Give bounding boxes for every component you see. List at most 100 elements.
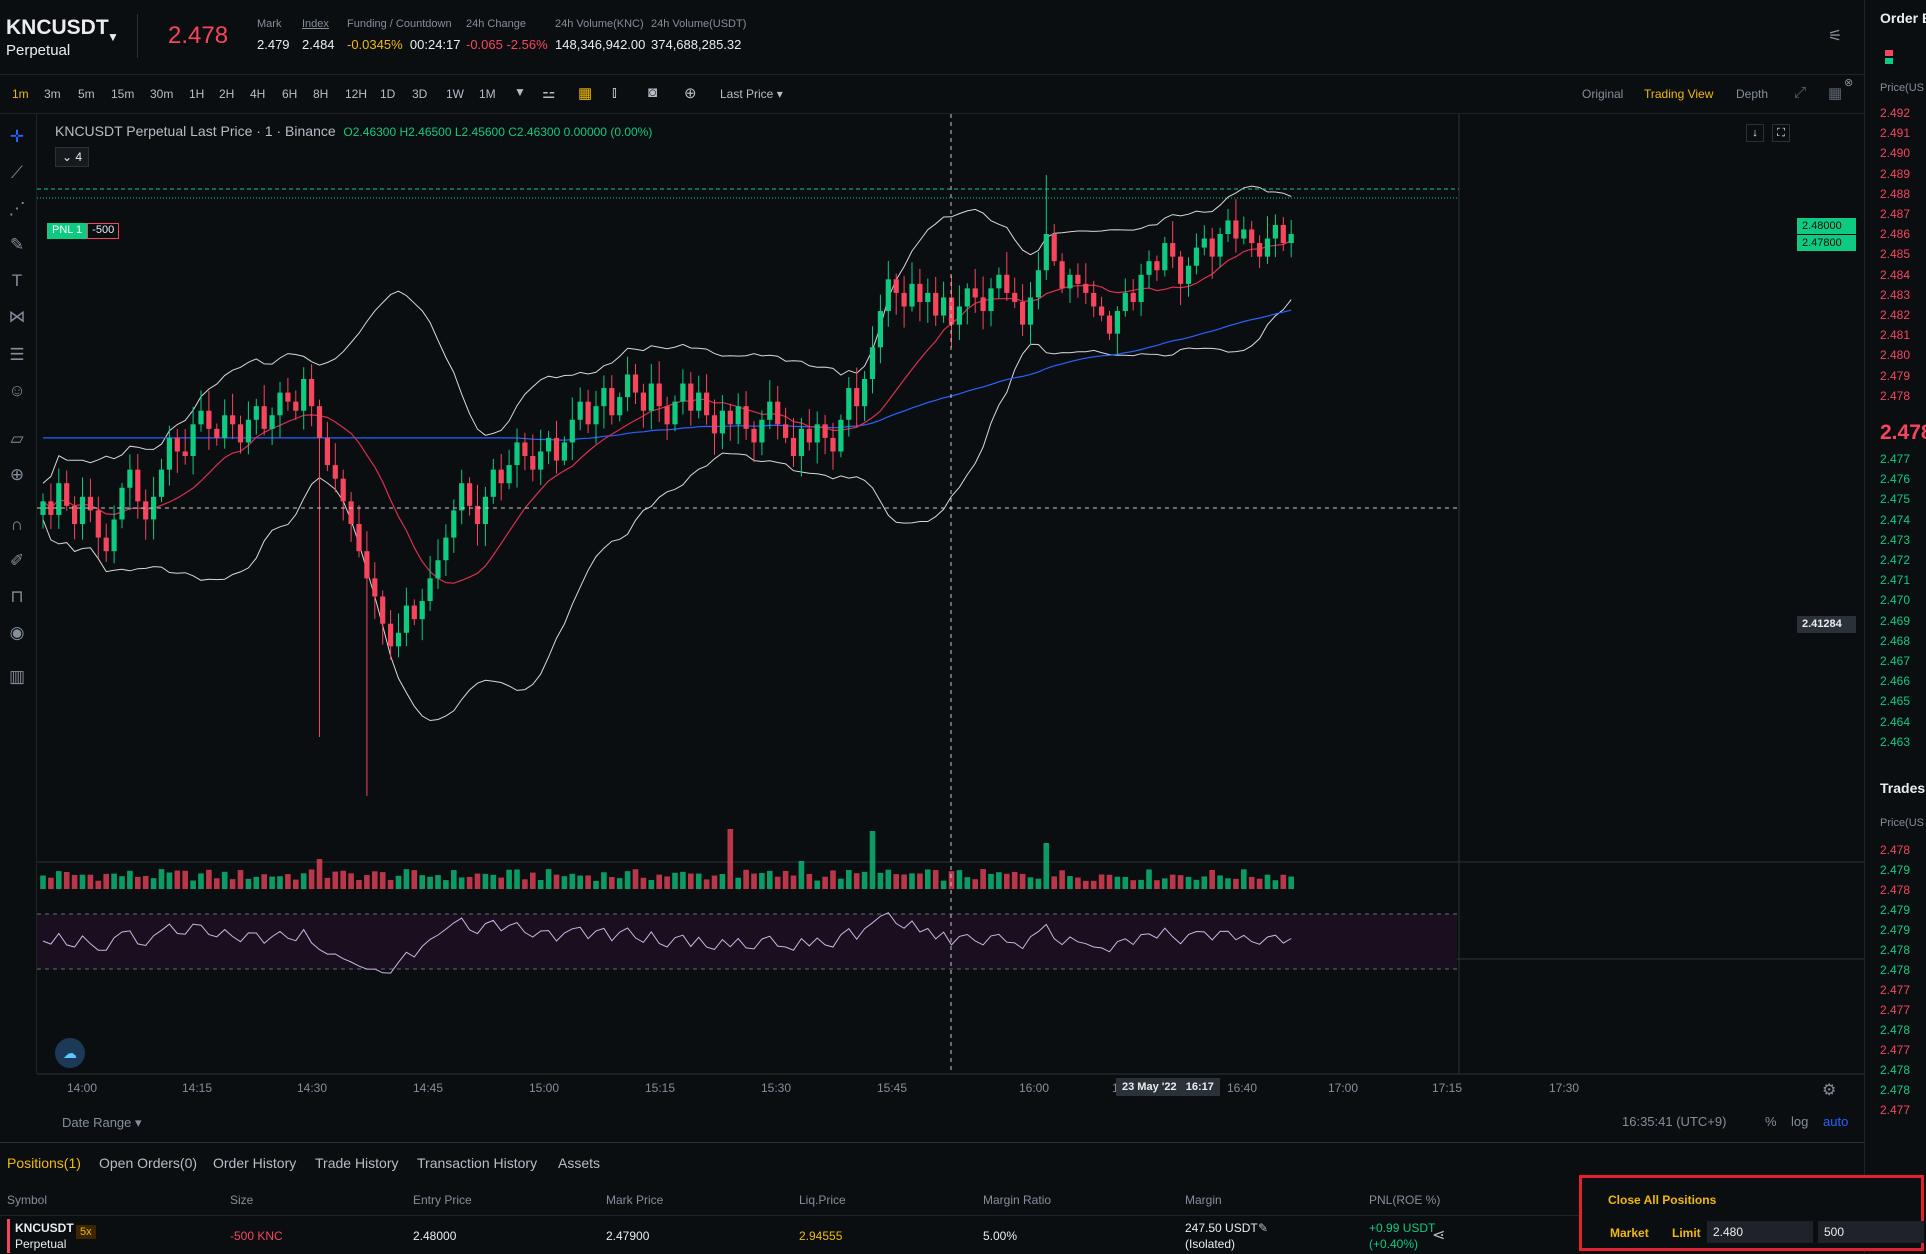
- book-view-icon[interactable]: [1885, 50, 1893, 56]
- crosshair-icon[interactable]: ✛: [9, 127, 25, 146]
- ask-price[interactable]: 2.488: [1880, 186, 1911, 201]
- zoom-in-icon[interactable]: ⊕: [9, 465, 25, 484]
- ask-price[interactable]: 2.485: [1880, 247, 1911, 262]
- chevron-down-icon[interactable]: ▼: [107, 30, 119, 44]
- tab-assets[interactable]: Assets: [558, 1155, 601, 1171]
- ask-price[interactable]: 2.483: [1880, 287, 1911, 302]
- bid-price[interactable]: 2.464: [1880, 714, 1911, 729]
- tab-order-history[interactable]: Order History: [213, 1155, 297, 1171]
- bid-price[interactable]: 2.468: [1880, 633, 1911, 648]
- prediction-icon[interactable]: ☰: [9, 345, 25, 364]
- date-range-button[interactable]: Date Range ▾: [62, 1115, 142, 1130]
- ruler-icon[interactable]: ▱: [10, 429, 24, 448]
- interval-3m[interactable]: 3m: [44, 87, 61, 101]
- share-icon[interactable]: ⋖: [1432, 1227, 1446, 1244]
- bid-price[interactable]: 2.473: [1880, 532, 1911, 547]
- bid-price[interactable]: 2.475: [1880, 492, 1911, 507]
- bid-price[interactable]: 2.470: [1880, 593, 1911, 608]
- interval-1m[interactable]: 1M: [479, 87, 496, 101]
- bid-price[interactable]: 2.463: [1880, 734, 1911, 749]
- bid-price[interactable]: 2.476: [1880, 472, 1911, 487]
- tab-open-orders[interactable]: Open Orders(0): [99, 1155, 198, 1171]
- ask-price[interactable]: 2.490: [1880, 146, 1911, 161]
- lock-icon[interactable]: ⊓: [10, 587, 24, 606]
- bid-price[interactable]: 2.472: [1880, 553, 1911, 567]
- gear-icon[interactable]: ⚙: [1822, 1082, 1837, 1099]
- close-all-positions-button[interactable]: Close All Positions: [1608, 1193, 1717, 1207]
- market-close-button[interactable]: Market: [1610, 1226, 1649, 1240]
- calculator-icon[interactable]: ▦: [578, 85, 593, 102]
- lock-drawing-icon[interactable]: ✐: [9, 551, 25, 570]
- limit-qty-input[interactable]: [1818, 1221, 1924, 1243]
- bid-price[interactable]: 2.477: [1880, 452, 1911, 466]
- bid-price[interactable]: 2.465: [1880, 694, 1911, 709]
- ask-price[interactable]: 2.491: [1880, 126, 1911, 141]
- tab-positions[interactable]: Positions(1): [7, 1155, 81, 1171]
- view-trading-view[interactable]: Trading View: [1644, 87, 1714, 101]
- price-type-select[interactable]: Last Price ▾: [720, 87, 783, 101]
- interval-30m[interactable]: 30m: [150, 87, 174, 101]
- symbol-name[interactable]: KNCUSDT: [6, 16, 109, 39]
- interval-1w[interactable]: 1W: [446, 87, 464, 101]
- bid-price[interactable]: 2.466: [1880, 674, 1911, 689]
- emoji-icon[interactable]: ☺: [8, 381, 26, 400]
- ask-price[interactable]: 2.484: [1880, 267, 1911, 282]
- indicators-icon[interactable]: ⚍: [542, 85, 556, 102]
- settings-sliders-icon[interactable]: ⚟: [1828, 28, 1843, 45]
- interval-3d[interactable]: 3D: [412, 87, 428, 101]
- interval-5m[interactable]: 5m: [78, 87, 95, 101]
- ask-price[interactable]: 2.481: [1880, 328, 1911, 343]
- bid-price[interactable]: 2.474: [1880, 512, 1911, 527]
- fullscreen-icon[interactable]: ⛶: [1772, 124, 1790, 142]
- trend-line-icon[interactable]: ⟋: [11, 163, 23, 182]
- interval-1m[interactable]: 1m: [12, 87, 29, 101]
- bid-price[interactable]: 2.471: [1880, 573, 1911, 588]
- interval-1h[interactable]: 1H: [189, 87, 205, 101]
- limit-price-input[interactable]: [1707, 1221, 1813, 1243]
- ask-price[interactable]: 2.486: [1880, 227, 1911, 242]
- ask-price[interactable]: 2.489: [1880, 166, 1911, 181]
- fib-tool-icon[interactable]: ⋰: [8, 199, 26, 218]
- tab-transaction-history[interactable]: Transaction History: [417, 1155, 538, 1171]
- ask-price[interactable]: 2.480: [1880, 348, 1911, 363]
- scroll-down-icon[interactable]: ↓: [1746, 124, 1764, 142]
- ask-price[interactable]: 2.478: [1880, 388, 1911, 403]
- pattern-icon[interactable]: ⋈: [8, 307, 26, 326]
- tab-trade-history[interactable]: Trade History: [315, 1155, 399, 1171]
- bid-price[interactable]: 2.467: [1880, 654, 1911, 668]
- interval-1d[interactable]: 1D: [380, 87, 396, 101]
- scale-log[interactable]: log: [1791, 1114, 1809, 1129]
- close-icon[interactable]: ⊗: [1844, 77, 1854, 89]
- interval-15m[interactable]: 15m: [111, 87, 135, 101]
- price-chart[interactable]: 14:00 14:15 14:30 14:45 15:00 15:15 15:30 15:45…: [37, 114, 1864, 1140]
- indicator-toggle[interactable]: ⌄ 4: [55, 147, 89, 167]
- layout-grid-icon[interactable]: ▦: [1828, 85, 1843, 102]
- scale-percent[interactable]: %: [1765, 1114, 1777, 1129]
- camera-icon[interactable]: ◙: [648, 84, 658, 101]
- position-pnl-tag[interactable]: PNL 1 -500: [47, 223, 120, 239]
- limit-close-button[interactable]: Limit: [1672, 1226, 1701, 1240]
- trash-icon[interactable]: ▥: [8, 667, 26, 686]
- ask-price[interactable]: 2.479: [1880, 368, 1911, 383]
- add-icon[interactable]: ⊕: [684, 85, 697, 102]
- scale-auto[interactable]: auto: [1823, 1114, 1849, 1129]
- bid-price[interactable]: 2.469: [1880, 613, 1911, 628]
- interval-2h[interactable]: 2H: [219, 87, 235, 101]
- ask-price[interactable]: 2.482: [1880, 308, 1911, 322]
- candle-type-icon[interactable]: ⫾: [612, 84, 617, 101]
- interval-4h[interactable]: 4H: [250, 87, 266, 101]
- text-tool-icon[interactable]: T: [11, 271, 23, 290]
- magnet-icon[interactable]: ∩: [10, 515, 24, 534]
- interval-12h[interactable]: 12H: [345, 87, 368, 101]
- stat-index[interactable]: Index 2.484: [302, 18, 335, 52]
- ask-price[interactable]: 2.492: [1880, 106, 1911, 120]
- ask-price[interactable]: 2.487: [1880, 207, 1911, 221]
- chevron-down-icon[interactable]: ▼: [514, 85, 526, 99]
- edit-margin-icon[interactable]: ✎: [1258, 1221, 1269, 1235]
- expand-icon[interactable]: ⤢: [1794, 84, 1807, 101]
- view-depth[interactable]: Depth: [1736, 87, 1769, 101]
- brush-icon[interactable]: ✎: [9, 235, 25, 254]
- view-original[interactable]: Original: [1582, 87, 1624, 101]
- interval-6h[interactable]: 6H: [282, 87, 298, 101]
- interval-8h[interactable]: 8H: [313, 87, 329, 101]
